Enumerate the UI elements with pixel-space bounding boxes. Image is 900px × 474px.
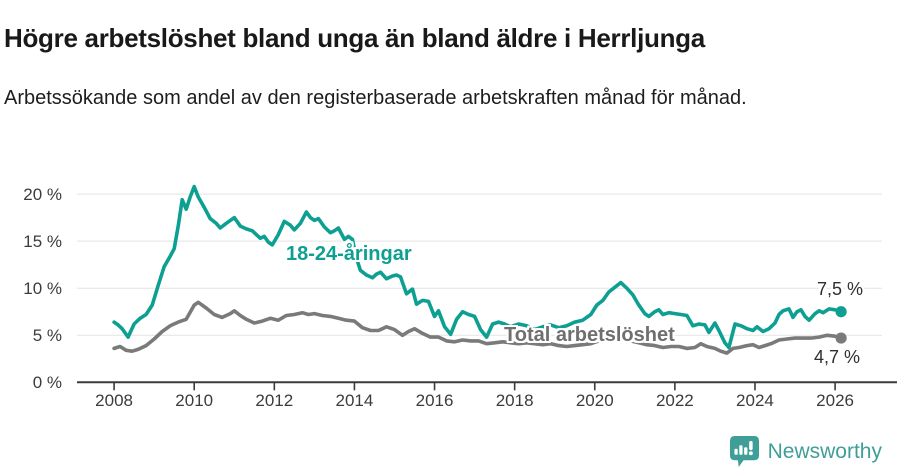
page-title: Högre arbetslöshet bland unga än bland ä…	[4, 23, 705, 54]
series-end-dot-0	[835, 306, 847, 318]
series-line-1	[112, 300, 843, 355]
newsworthy-logo-text: Newsworthy	[767, 439, 882, 463]
chart-subtitle: Arbetssökande som andel av den registerb…	[4, 87, 747, 109]
newsworthy-logo[interactable]: Newsworthy	[729, 435, 882, 468]
series-end-dot-1	[835, 332, 847, 344]
series-label-18-24: 18-24-åringar	[286, 243, 412, 265]
newsworthy-logo-icon	[729, 436, 759, 467]
series-label-total: Total arbetslöshet	[504, 324, 675, 346]
end-value-label-total: 4,7 %	[814, 347, 861, 367]
series-line-0	[112, 184, 843, 350]
end-value-label-18-24: 7,5 %	[817, 279, 864, 299]
